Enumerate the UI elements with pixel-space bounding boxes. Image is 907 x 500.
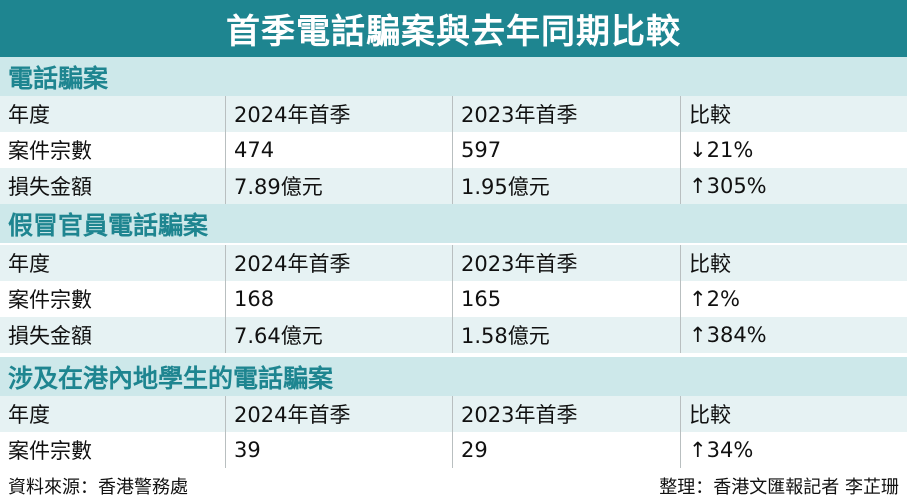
cell-2024: 2024年首季 (234, 103, 351, 127)
footer: 資料來源：香港警務處 整理：香港文匯報記者 李芷珊 (0, 471, 907, 500)
cell-compare: ↑34% (689, 438, 754, 462)
column-divider (225, 96, 226, 204)
page-title: 首季電話騙案與去年同期比較 (226, 12, 681, 52)
cell-compare: ↓21% (689, 138, 754, 162)
column-divider (225, 396, 226, 468)
section-heading: 電話騙案 (8, 63, 109, 93)
row-label: 案件宗數 (8, 139, 92, 163)
cell-compare: ↑2% (689, 287, 740, 311)
cell-2023: 597 (461, 138, 502, 162)
cell-compare: 比較 (689, 403, 731, 427)
cell-2023: 2023年首季 (461, 252, 578, 276)
cell-compare: ↑305% (689, 174, 767, 198)
cell-compare: 比較 (689, 103, 731, 127)
table-row: 案件宗數 474 597 ↓21% (0, 132, 907, 168)
cell-2023: 2023年首季 (461, 103, 578, 127)
cell-2023: 1.95億元 (461, 175, 550, 199)
table-row: 損失金額 7.89億元 1.95億元 ↑305% (0, 168, 907, 204)
cell-compare: ↑384% (689, 323, 767, 347)
row-label: 年度 (8, 403, 50, 427)
column-divider (680, 396, 681, 468)
column-divider (452, 96, 453, 204)
table-row: 案件宗數 39 29 ↑34% (0, 432, 907, 468)
section-header-impersonation-scam: 假冒官員電話騙案 (0, 204, 907, 243)
cell-2024: 2024年首季 (234, 252, 351, 276)
source-note: 資料來源：香港警務處 (8, 476, 188, 498)
row-label: 案件宗數 (8, 288, 92, 312)
row-label: 年度 (8, 103, 50, 127)
section-header-phone-scam: 電話騙案 (0, 57, 907, 96)
row-label: 年度 (8, 252, 50, 276)
column-divider (225, 245, 226, 353)
credit-note: 整理：香港文匯報記者 李芷珊 (659, 476, 899, 498)
section-header-student-scam: 涉及在港內地學生的電話騙案 (0, 357, 907, 396)
section-heading: 涉及在港內地學生的電話騙案 (8, 363, 334, 393)
column-divider (452, 396, 453, 468)
cell-2023: 29 (461, 438, 488, 462)
cell-2024: 7.64億元 (234, 324, 323, 348)
row-label: 損失金額 (8, 175, 92, 199)
cell-compare: 比較 (689, 252, 731, 276)
cell-2024: 2024年首季 (234, 403, 351, 427)
table-row: 案件宗數 168 165 ↑2% (0, 281, 907, 317)
row-label: 案件宗數 (8, 439, 92, 463)
table-row: 年度 2024年首季 2023年首季 比較 (0, 396, 907, 432)
cell-2023: 1.58億元 (461, 324, 550, 348)
table-row: 年度 2024年首季 2023年首季 比較 (0, 96, 907, 132)
cell-2024: 168 (234, 287, 275, 311)
table-row: 年度 2024年首季 2023年首季 比較 (0, 245, 907, 281)
cell-2023: 165 (461, 287, 502, 311)
section-heading: 假冒官員電話騙案 (8, 210, 209, 240)
row-label: 損失金額 (8, 324, 92, 348)
column-divider (680, 245, 681, 353)
cell-2024: 474 (234, 138, 275, 162)
cell-2024: 7.89億元 (234, 175, 323, 199)
cell-2024: 39 (234, 438, 261, 462)
cell-2023: 2023年首季 (461, 403, 578, 427)
column-divider (680, 96, 681, 204)
title-banner: 首季電話騙案與去年同期比較 (0, 0, 907, 57)
table-row: 損失金額 7.64億元 1.58億元 ↑384% (0, 317, 907, 353)
column-divider (452, 245, 453, 353)
